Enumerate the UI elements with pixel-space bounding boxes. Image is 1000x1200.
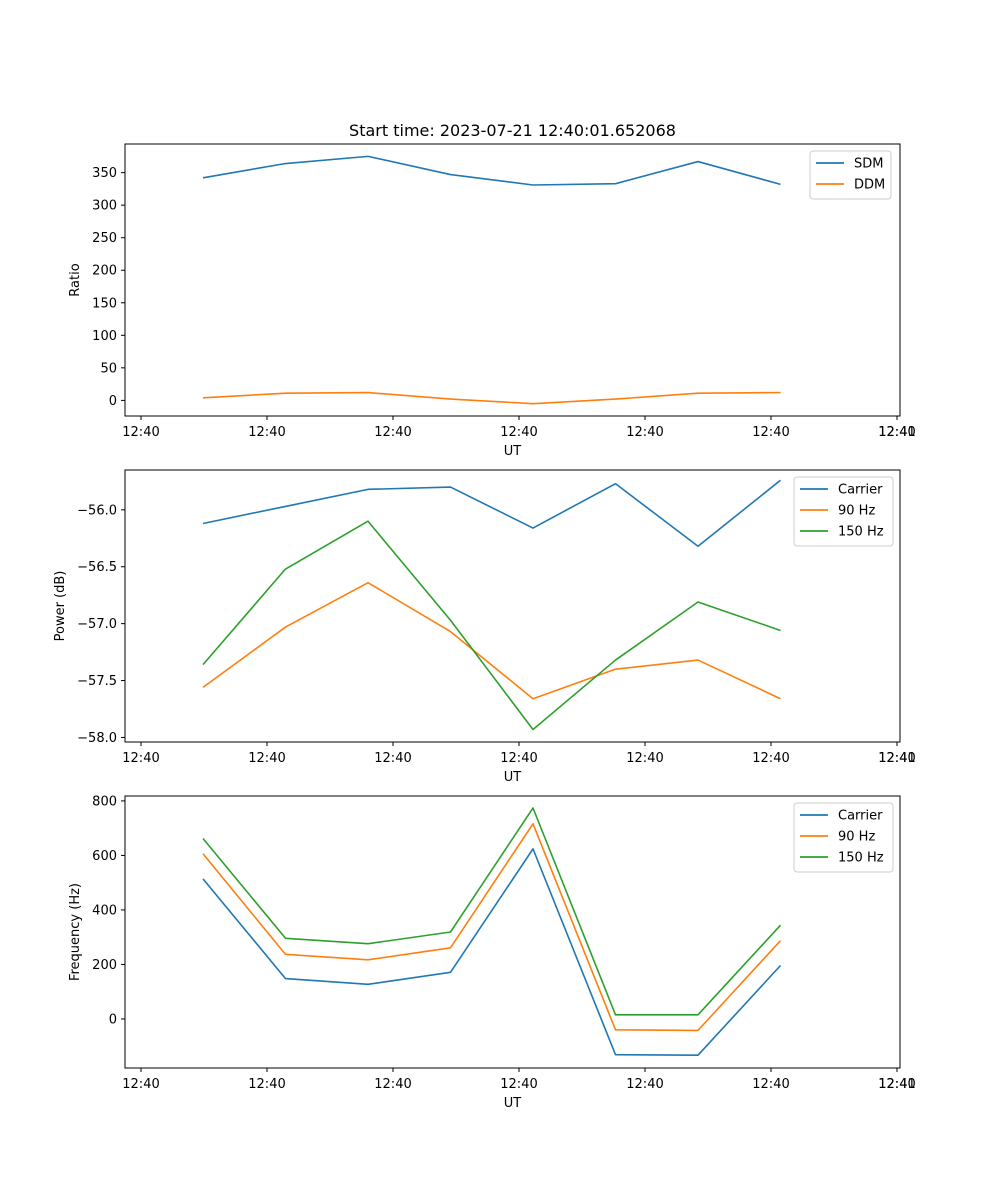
y-tick-label: −56.0	[77, 503, 117, 518]
legend-box	[793, 802, 894, 873]
y-tick-label: 600	[92, 849, 117, 864]
x-tick-label: 12:40	[626, 1077, 663, 1092]
legend: Carrier 90 Hz 150 Hz	[793, 476, 894, 547]
legend-label: 150 Hz	[838, 525, 884, 540]
y-tick-label: 0	[109, 394, 117, 409]
y-tick-label: 800	[92, 794, 117, 809]
series-line-150-hz	[202, 520, 781, 731]
x-tick-label: 12:40	[878, 751, 915, 766]
x-tick-label: 12:41	[878, 751, 915, 766]
x-tick-label: 12:40	[374, 751, 411, 766]
x-tick-label: 12:40	[878, 1077, 915, 1092]
series-line-90-hz	[202, 822, 782, 1032]
legend-label: 150 Hz	[838, 851, 884, 866]
y-tick-label: 100	[92, 329, 117, 344]
y-tick-label: 300	[92, 199, 117, 214]
x-axis-label: UT	[504, 770, 522, 785]
subplot-1: Start time: 2023-07-21 12:40:01.652068 12…	[68, 121, 916, 459]
y-axis-label: Power (dB)	[53, 571, 68, 642]
x-tick-label: 12:41	[878, 1077, 915, 1092]
chart-title: Start time: 2023-07-21 12:40:01.652068	[349, 121, 676, 140]
axes-frame	[124, 143, 901, 417]
legend-label: 90 Hz	[838, 504, 875, 519]
axes-frame	[124, 469, 901, 743]
y-axis-label: Ratio	[68, 263, 83, 296]
series-line-90-hz	[202, 581, 781, 700]
x-tick-label: 12:40	[248, 1077, 285, 1092]
x-tick-label: 12:41	[878, 425, 915, 440]
y-ticks: 0 50 100 150 200 250 300 350	[92, 166, 125, 409]
legend-label: Carrier	[838, 483, 883, 498]
legend: SDM DDM	[809, 150, 892, 200]
y-tick-label: 400	[92, 903, 117, 918]
x-axis-label: UT	[504, 444, 522, 459]
x-tick-label: 12:40	[500, 425, 537, 440]
y-ticks: −58.0 −57.5 −57.0 −56.5 −56.0	[77, 503, 125, 746]
x-tick-label: 12:40	[752, 1077, 789, 1092]
series-line-sdm	[202, 155, 781, 186]
y-tick-label: 50	[100, 361, 117, 376]
y-tick-label: −58.0	[77, 731, 117, 746]
y-tick-label: −57.5	[77, 674, 117, 689]
y-tick-label: 200	[92, 958, 117, 973]
y-tick-label: −56.5	[77, 560, 117, 575]
x-tick-label: 12:40	[500, 751, 537, 766]
y-tick-label: 150	[92, 296, 117, 311]
legend-label: 90 Hz	[838, 830, 875, 845]
y-tick-label: −57.0	[77, 617, 117, 632]
series-lines	[202, 479, 781, 731]
legend-label: SDM	[854, 157, 883, 172]
x-tick-label: 12:40	[122, 1077, 159, 1092]
subplot-3: 12:40 12:40 12:40 12:40 12:40 12:40 12:4012:41…	[68, 794, 916, 1111]
series-lines	[202, 155, 781, 405]
x-tick-label: 12:40	[626, 751, 663, 766]
axes-frame	[124, 795, 901, 1069]
x-tick-label: 12:40	[122, 751, 159, 766]
y-tick-label: 250	[92, 231, 117, 246]
series-line-150-hz	[202, 807, 782, 1016]
x-tick-label: 12:40	[752, 425, 789, 440]
x-tick-label: 12:40	[122, 425, 159, 440]
legend-label: Carrier	[838, 809, 883, 824]
y-tick-label: 350	[92, 166, 117, 181]
y-tick-label: 200	[92, 264, 117, 279]
x-tick-label: 12:40	[374, 1077, 411, 1092]
x-tick-label: 12:40	[752, 751, 789, 766]
series-line-carrier	[202, 848, 782, 1056]
series-line-ddm	[202, 391, 781, 405]
legend-label: DDM	[854, 178, 885, 193]
x-tick-label: 12:40	[878, 425, 915, 440]
x-tick-label: 12:40	[374, 425, 411, 440]
x-tick-label: 12:40	[248, 425, 285, 440]
x-tick-label: 12:40	[626, 425, 663, 440]
subplot-2: 12:40 12:40 12:40 12:40 12:40 12:40 12:4012:41…	[53, 469, 916, 785]
legend-box	[793, 476, 894, 547]
x-axis-label: UT	[504, 1096, 522, 1111]
y-ticks: 0 200 400 600 800	[92, 794, 125, 1027]
series-lines	[202, 807, 782, 1056]
y-tick-label: 0	[109, 1012, 117, 1027]
legend: Carrier 90 Hz 150 Hz	[793, 802, 894, 873]
x-tick-label: 12:40	[248, 751, 285, 766]
series-line-carrier	[202, 479, 781, 548]
x-tick-label: 12:40	[500, 1077, 537, 1092]
y-axis-label: Frequency (Hz)	[68, 883, 83, 981]
